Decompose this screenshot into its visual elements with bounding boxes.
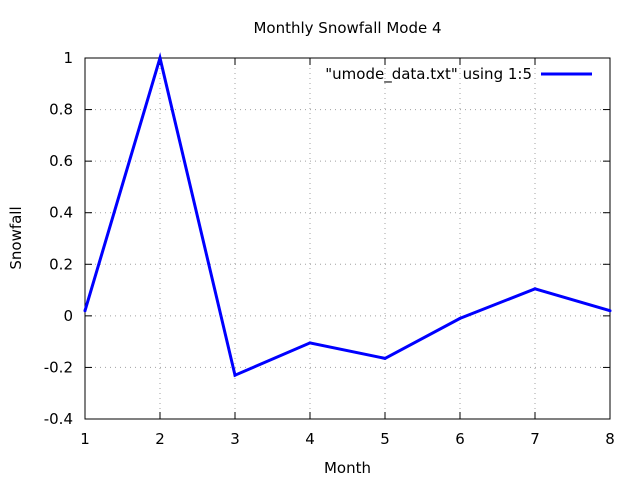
series-point xyxy=(158,56,162,60)
y-tick-label: -0.4 xyxy=(44,410,73,428)
axis-ticks xyxy=(84,57,611,420)
x-tick-label: 6 xyxy=(455,430,465,448)
x-tick-label: 2 xyxy=(155,430,165,448)
x-axis-label: Month xyxy=(324,459,371,477)
y-tick-label: -0.2 xyxy=(44,358,73,376)
y-tick-label: 0 xyxy=(63,307,73,325)
x-tick-label: 1 xyxy=(80,430,90,448)
series-point xyxy=(383,356,387,360)
series-point xyxy=(458,316,462,320)
series-point xyxy=(233,373,237,377)
x-tick-label: 7 xyxy=(530,430,540,448)
y-tick-label: 0.8 xyxy=(49,101,73,119)
chart-title: Monthly Snowfall Mode 4 xyxy=(253,19,441,37)
x-tick-label: 3 xyxy=(230,430,240,448)
grid-lines xyxy=(85,58,610,419)
series-point xyxy=(308,341,312,345)
x-tick-label: 5 xyxy=(380,430,390,448)
tick-labels: 1 2 3 4 5 6 7 8 -0.4 -0.2 0 0.2 0.4 0.6 0.8 1 xyxy=(44,49,615,448)
y-tick-label: 0.4 xyxy=(49,204,73,222)
series-line-0 xyxy=(83,52,611,378)
series-lines xyxy=(83,52,612,378)
plot-area-border xyxy=(84,57,611,420)
series-point xyxy=(83,309,87,313)
legend-entry-label: "umode_data.txt" using 1:5 xyxy=(325,65,532,84)
series-point xyxy=(533,287,537,291)
legend: "umode_data.txt" using 1:5 xyxy=(325,65,592,84)
x-tick-label: 4 xyxy=(305,430,315,448)
y-tick-label: 0.6 xyxy=(49,152,73,170)
y-axis-label: Snowfall xyxy=(7,206,25,269)
y-tick-label: 0.2 xyxy=(49,255,73,273)
y-tick-label: 1 xyxy=(63,49,73,67)
x-tick-label: 8 xyxy=(605,430,615,448)
series-point xyxy=(608,309,612,313)
